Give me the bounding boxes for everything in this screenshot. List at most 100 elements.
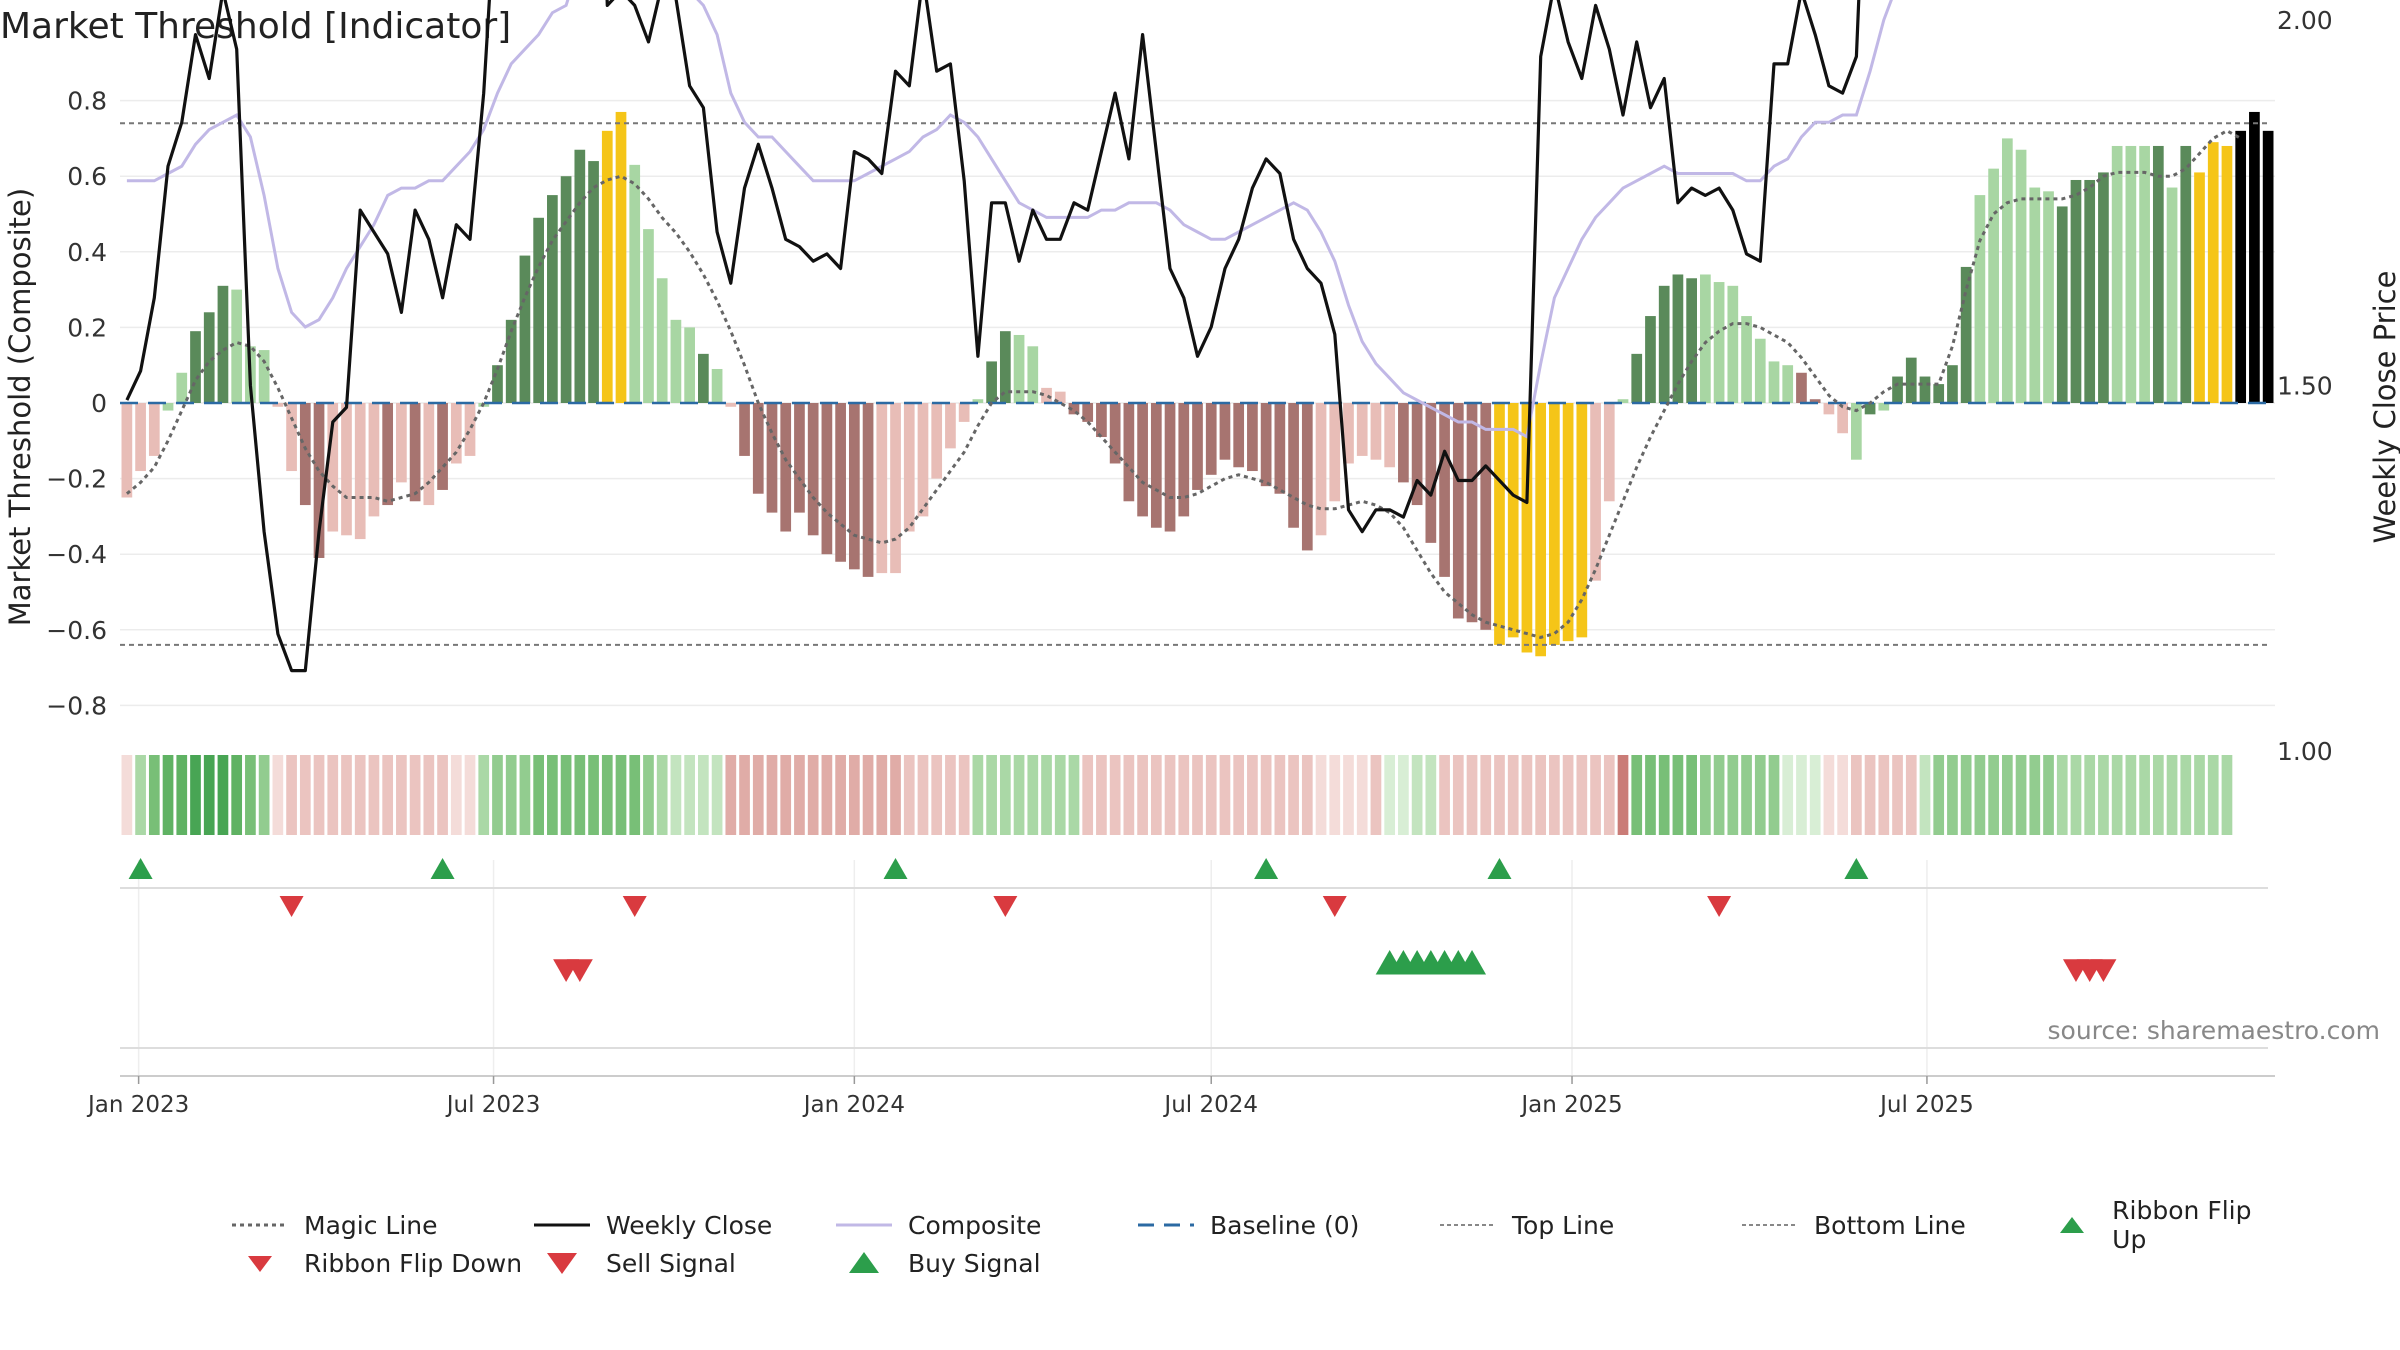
ribbon-cell bbox=[766, 755, 778, 835]
ribbon-cell bbox=[1603, 755, 1615, 835]
histogram-bar bbox=[1947, 365, 1958, 403]
ribbon-cell bbox=[1192, 755, 1203, 835]
histogram-bar bbox=[1480, 403, 1492, 630]
ribbon-cell bbox=[1754, 755, 1766, 835]
ribbon-cell bbox=[1686, 755, 1697, 835]
ribbon-cell bbox=[409, 755, 421, 835]
ribbon-cell bbox=[1452, 755, 1464, 835]
histogram-bar bbox=[1562, 403, 1574, 642]
histogram-bar bbox=[1137, 403, 1148, 517]
histogram-bar bbox=[999, 331, 1011, 403]
histogram-bar bbox=[2070, 179, 2082, 403]
histogram-bar bbox=[848, 403, 860, 570]
legend-label: Baseline (0) bbox=[1210, 1210, 1360, 1240]
histogram-bar bbox=[1727, 285, 1739, 403]
ribbon-cell bbox=[190, 755, 201, 835]
histogram-bar bbox=[1809, 399, 1821, 403]
ribbon-cell bbox=[1343, 755, 1354, 835]
ribbon-cell bbox=[876, 755, 888, 835]
histogram-bar bbox=[1933, 384, 1945, 403]
x-tick-label: Jan 2023 bbox=[86, 1092, 189, 1118]
x-tick-label: Jul 2024 bbox=[1162, 1092, 1258, 1118]
ribbon-cell bbox=[588, 755, 599, 835]
histogram-bar bbox=[821, 403, 833, 555]
y-tick-label-left: 0.4 bbox=[67, 238, 107, 267]
triangle-down-icon bbox=[547, 1253, 577, 1274]
ribbon-flip-down-marker bbox=[1322, 896, 1347, 917]
y-tick-label-left: 0 bbox=[91, 389, 107, 418]
x-tick-label: Jan 2025 bbox=[1519, 1092, 1622, 1118]
histogram-bar bbox=[1384, 403, 1396, 468]
ribbon-cell bbox=[848, 755, 860, 835]
histogram-bar bbox=[1603, 403, 1615, 502]
histogram-bar bbox=[1988, 168, 1999, 403]
histogram-bar bbox=[1960, 266, 1972, 403]
histogram-bar bbox=[931, 403, 943, 479]
ribbon-cell bbox=[601, 755, 613, 835]
ribbon-cell bbox=[1631, 755, 1643, 835]
histogram-bar bbox=[711, 368, 723, 403]
ribbon-cell bbox=[1988, 755, 1999, 835]
legend-item-bottom-line: Bottom Line bbox=[1740, 1211, 2042, 1240]
histogram-bar bbox=[890, 403, 901, 574]
histogram-bar bbox=[1686, 278, 1697, 403]
ribbon-cell bbox=[958, 755, 970, 835]
ribbon-cell bbox=[519, 755, 531, 835]
ribbon-cell bbox=[313, 755, 325, 835]
histogram-bar bbox=[1274, 403, 1286, 494]
y-axis-right-label: Weekly Close Price bbox=[2368, 270, 2400, 544]
legend-item-baseline: Baseline (0) bbox=[1136, 1211, 1438, 1240]
ribbon-cell bbox=[1713, 755, 1725, 835]
ribbon-cell bbox=[1507, 755, 1519, 835]
ribbon-flip-up-marker bbox=[1254, 858, 1279, 879]
histogram-bar bbox=[1905, 357, 1917, 403]
ribbon-flip-down-marker bbox=[622, 896, 647, 917]
y-tick-label-right: 1.00 bbox=[2277, 737, 2333, 766]
histogram-bar bbox=[190, 331, 201, 403]
histogram-bar bbox=[670, 319, 682, 403]
ribbon-flip-up-marker bbox=[128, 858, 153, 879]
histogram-bar bbox=[1068, 403, 1080, 415]
histogram-bar bbox=[1288, 403, 1299, 528]
histogram-bar bbox=[2001, 138, 2013, 403]
histogram-bar bbox=[341, 403, 352, 536]
ribbon-cell bbox=[1974, 755, 1986, 835]
ribbon-cell bbox=[739, 755, 750, 835]
ribbon-cell bbox=[1178, 755, 1190, 835]
ribbon-cell bbox=[505, 755, 517, 835]
ribbon-cell bbox=[684, 755, 695, 835]
ribbon-cell bbox=[560, 755, 572, 835]
ribbon-cell bbox=[1864, 755, 1876, 835]
ribbon-cell bbox=[1741, 755, 1752, 835]
ribbon-cell bbox=[2125, 755, 2137, 835]
triangle-up-icon bbox=[849, 1252, 879, 1273]
y-tick-label-left: 0.2 bbox=[67, 313, 107, 342]
legend-item-top-line: Top Line bbox=[1438, 1211, 1740, 1240]
histogram-bar bbox=[2249, 111, 2260, 403]
histogram-bar bbox=[409, 403, 421, 502]
ribbon-cell bbox=[1356, 755, 1368, 835]
legend-label: Top Line bbox=[1512, 1210, 1615, 1240]
ribbon-cell bbox=[1796, 755, 1807, 835]
y-axis-left-label: Market Threshold (Composite) bbox=[3, 187, 37, 627]
ribbon-cell bbox=[2166, 755, 2178, 835]
histogram-bar bbox=[258, 350, 270, 403]
legend-item-sell-signal: Sell Signal bbox=[532, 1249, 834, 1278]
ribbon-cell bbox=[437, 755, 448, 835]
histogram-bar bbox=[1260, 403, 1272, 487]
histogram-bar bbox=[684, 327, 695, 403]
histogram-bar bbox=[1301, 403, 1313, 551]
ribbon-cell bbox=[1411, 755, 1423, 835]
ribbon-cell bbox=[903, 755, 915, 835]
ribbon-cell bbox=[1823, 755, 1835, 835]
histogram-bar bbox=[450, 403, 462, 464]
ribbon-cell bbox=[450, 755, 462, 835]
ribbon-cell bbox=[794, 755, 805, 835]
legend-row: Magic Line Weekly Close Composite Baseli… bbox=[230, 1196, 2390, 1254]
ribbon-cell bbox=[2098, 755, 2109, 835]
ribbon-cell bbox=[1521, 755, 1533, 835]
ribbon-cell bbox=[1960, 755, 1972, 835]
buy-signal-marker bbox=[1458, 950, 1487, 975]
sell-signal-marker bbox=[566, 959, 593, 982]
